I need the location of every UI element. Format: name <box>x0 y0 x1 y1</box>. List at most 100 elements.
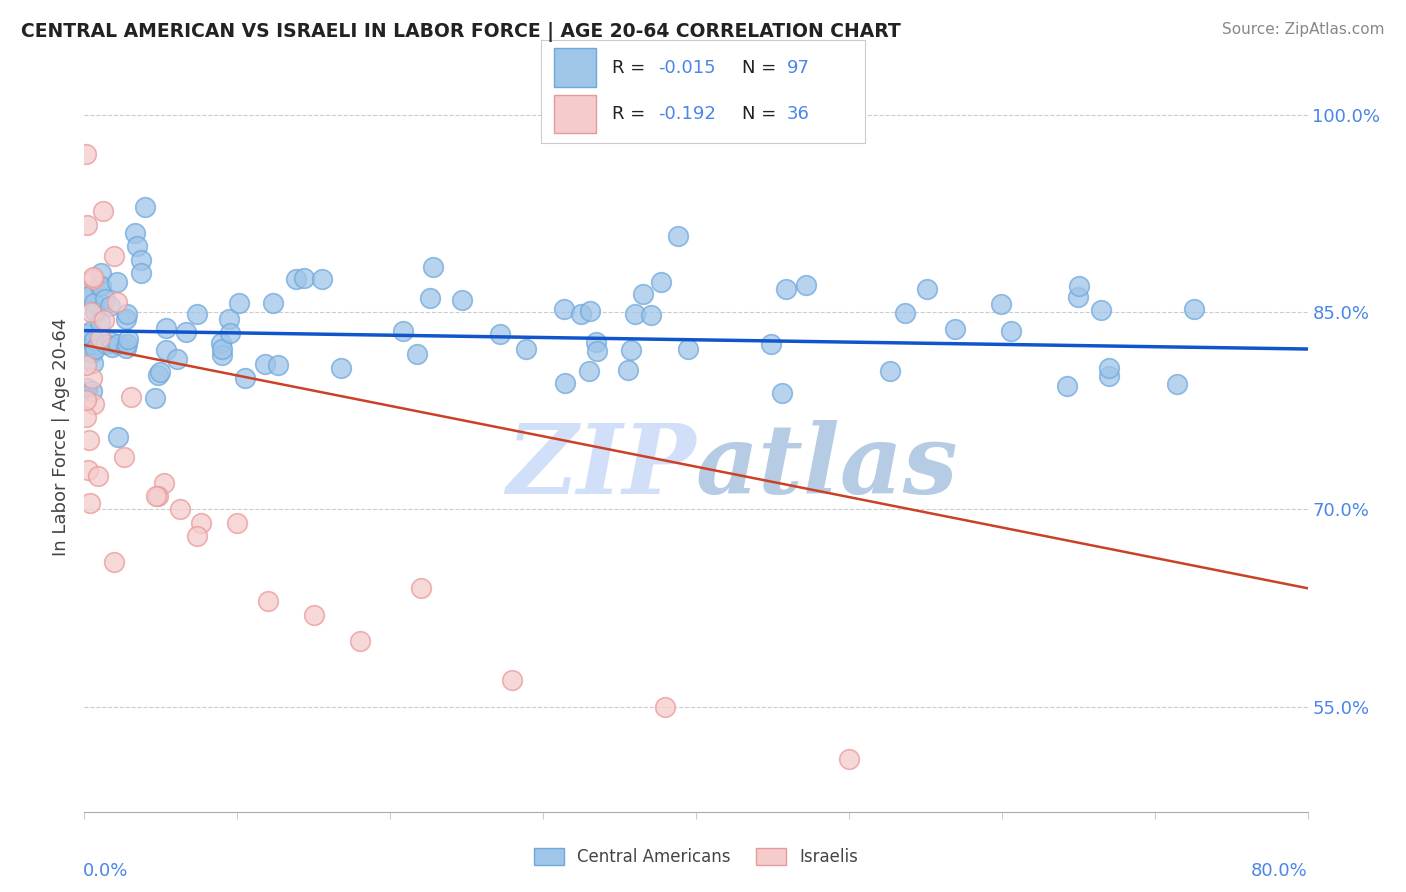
Point <box>75 341 97 355</box>
Point <box>107 336 129 351</box>
Point <box>489 327 512 342</box>
Text: -0.192: -0.192 <box>658 105 716 123</box>
Point <box>124 227 146 241</box>
Text: 80.0%: 80.0% <box>1251 862 1308 880</box>
Point <box>422 260 444 274</box>
Point <box>174 326 197 340</box>
Point <box>578 303 600 318</box>
Point <box>129 266 152 280</box>
Point <box>285 271 308 285</box>
Point <box>267 358 290 372</box>
Point <box>451 293 474 307</box>
Point <box>77 463 100 477</box>
Point <box>186 307 208 321</box>
Point <box>211 343 233 357</box>
Point <box>129 252 152 267</box>
Point <box>107 275 129 289</box>
Point <box>650 275 672 289</box>
Text: ZIP: ZIP <box>506 420 696 514</box>
Point <box>94 292 117 306</box>
Point <box>1067 279 1090 293</box>
Text: Source: ZipAtlas.com: Source: ZipAtlas.com <box>1222 22 1385 37</box>
Point <box>82 356 104 370</box>
Point <box>391 324 413 338</box>
Point <box>82 346 104 360</box>
Point <box>90 279 112 293</box>
Point <box>149 365 172 379</box>
Point <box>329 361 352 376</box>
Point <box>103 555 125 569</box>
Point <box>1166 376 1188 391</box>
Point <box>406 346 429 360</box>
Point <box>211 349 233 363</box>
Text: atlas: atlas <box>696 420 959 514</box>
Point <box>77 289 100 303</box>
Y-axis label: In Labor Force | Age 20-64: In Labor Force | Age 20-64 <box>52 318 70 557</box>
Point <box>578 364 600 378</box>
Point <box>502 673 524 688</box>
Point <box>257 594 280 608</box>
Point <box>82 270 104 285</box>
Point <box>186 529 208 543</box>
Point <box>292 271 315 285</box>
Point <box>311 271 333 285</box>
Point <box>75 358 97 372</box>
Point <box>228 295 250 310</box>
Point <box>838 752 860 766</box>
Text: 0.0%: 0.0% <box>83 862 128 880</box>
Point <box>83 342 105 356</box>
Point <box>219 326 242 340</box>
Point <box>1098 369 1121 384</box>
Point <box>617 363 640 377</box>
Point <box>82 271 104 285</box>
Legend: Central Americans, Israelis: Central Americans, Israelis <box>526 839 866 874</box>
Point <box>640 308 662 322</box>
Point <box>155 321 177 335</box>
Point <box>117 307 139 321</box>
Point <box>794 278 817 293</box>
Point <box>349 633 371 648</box>
Point <box>419 291 441 305</box>
Point <box>145 489 167 503</box>
Point <box>89 315 111 329</box>
Point <box>83 295 105 310</box>
Point <box>80 305 103 319</box>
Point <box>89 331 111 345</box>
Text: -0.015: -0.015 <box>658 59 716 77</box>
Point <box>678 342 700 356</box>
Point <box>83 334 105 348</box>
Point <box>943 321 966 335</box>
Point <box>654 699 676 714</box>
Point <box>1182 301 1205 316</box>
Point <box>666 228 689 243</box>
Point <box>218 312 240 326</box>
Point <box>302 607 325 622</box>
Point <box>82 384 104 398</box>
Point <box>107 430 129 444</box>
Point <box>226 516 249 530</box>
Point <box>894 306 917 320</box>
Point <box>190 516 212 530</box>
Bar <box>554 95 596 134</box>
Point <box>91 204 114 219</box>
Bar <box>554 48 596 87</box>
Point <box>761 337 783 351</box>
Point <box>166 351 188 366</box>
Point <box>94 337 117 351</box>
Point <box>127 239 149 253</box>
Point <box>155 343 177 357</box>
Point <box>1067 290 1090 304</box>
Point <box>148 368 170 382</box>
Point <box>114 311 136 326</box>
Point <box>80 371 103 385</box>
Point <box>262 295 284 310</box>
Text: R =: R = <box>613 59 651 77</box>
Text: N =: N = <box>742 59 782 77</box>
Point <box>101 340 124 354</box>
Text: 97: 97 <box>787 59 810 77</box>
Point <box>75 147 97 161</box>
Point <box>100 335 122 350</box>
Point <box>93 312 115 326</box>
Point <box>77 433 100 447</box>
Point <box>1090 302 1112 317</box>
